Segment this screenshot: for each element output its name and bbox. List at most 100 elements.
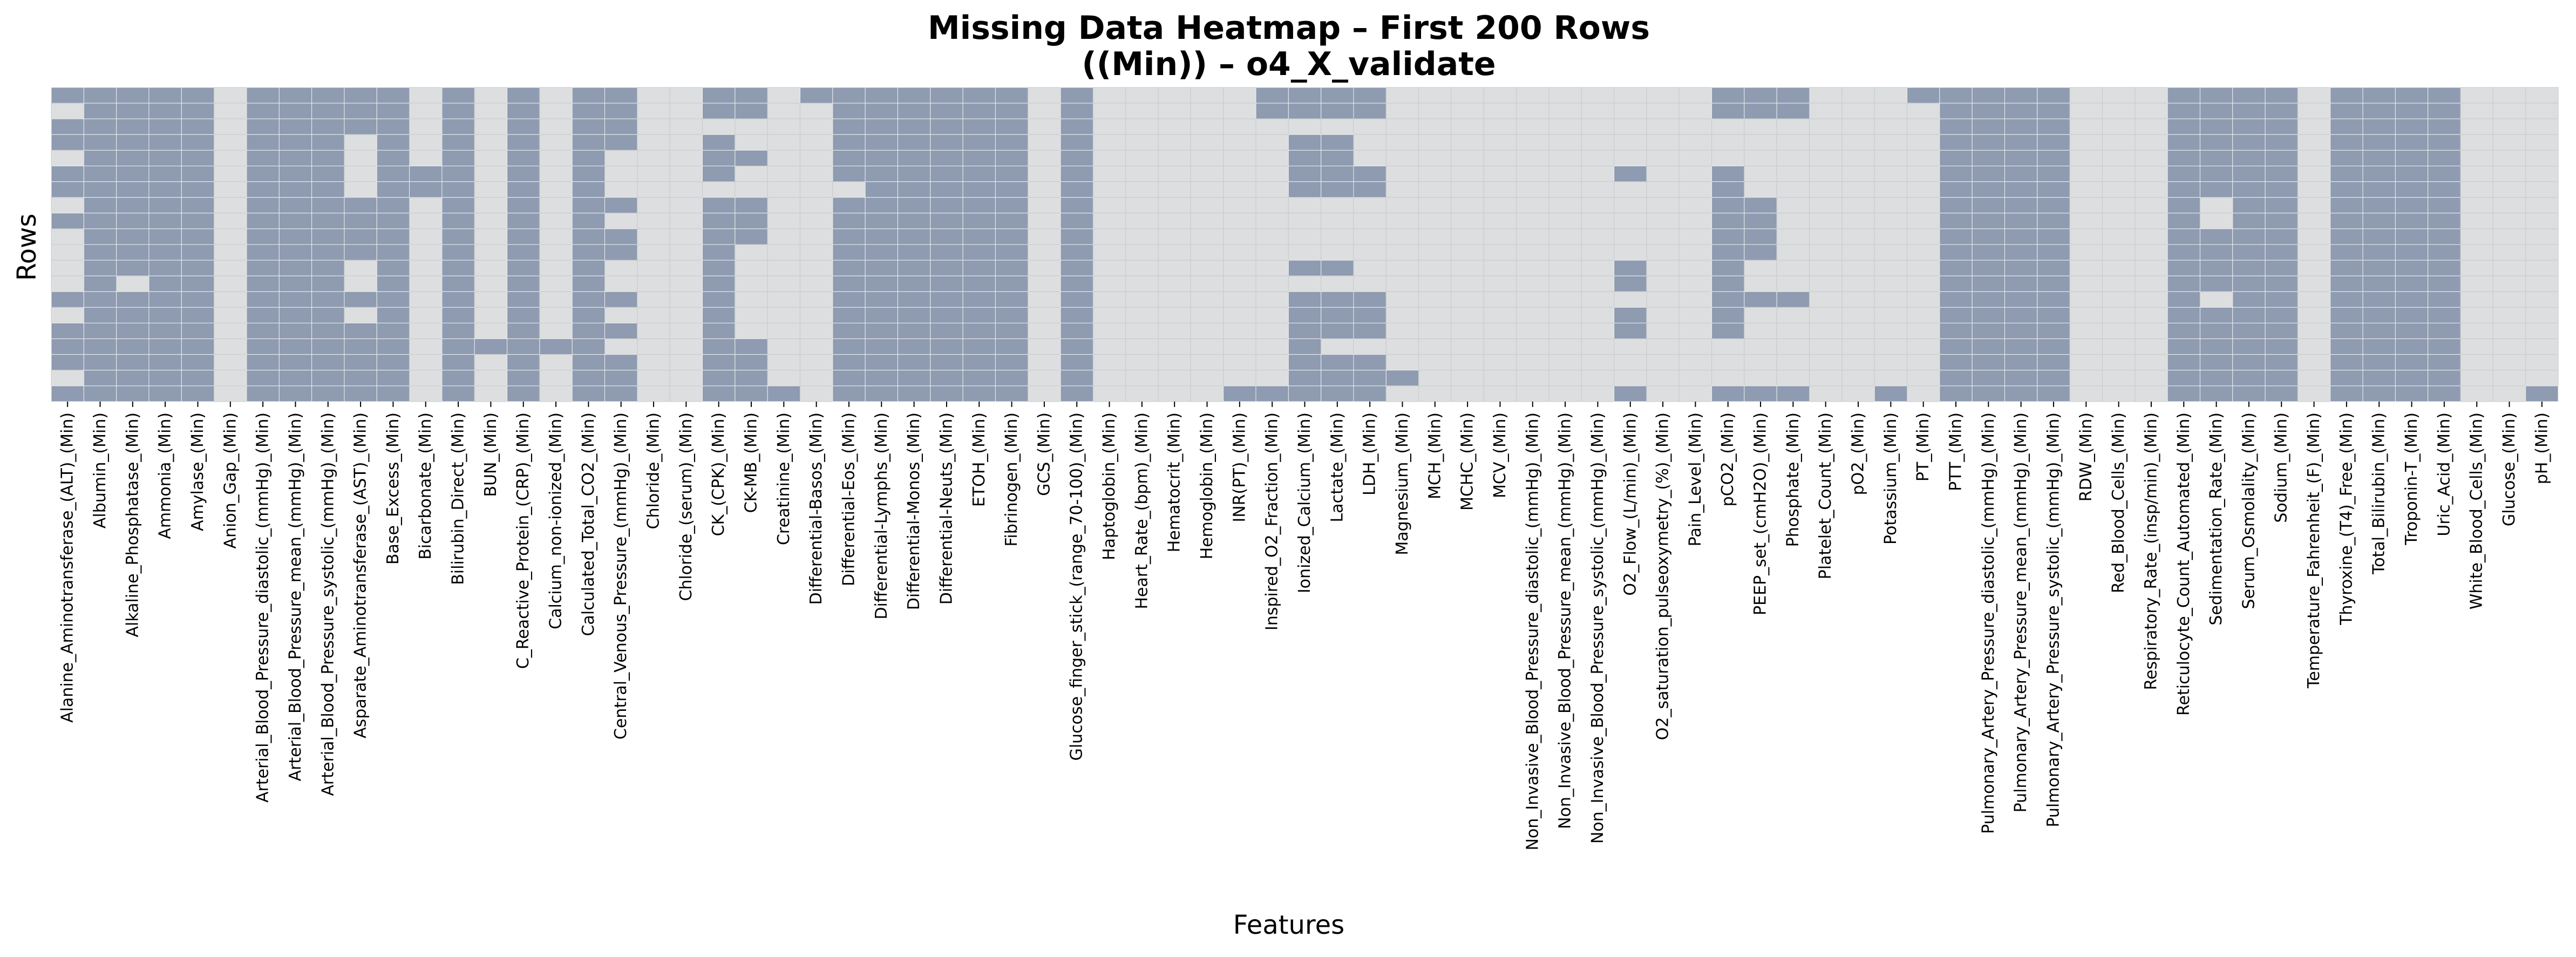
heatmap-cell-missing: [1255, 103, 1289, 119]
heatmap-cell-present: [735, 260, 768, 276]
heatmap-cell-present: [2492, 260, 2526, 276]
heatmap-cell-missing: [572, 181, 606, 198]
heatmap-cell-missing: [1711, 181, 1745, 198]
heatmap-cell-present: [735, 166, 768, 182]
heatmap-cell-present: [669, 370, 703, 386]
heatmap-cell-present: [1548, 370, 1582, 386]
heatmap-cell-present: [474, 181, 508, 198]
heatmap-cell-present: [2525, 166, 2559, 182]
heatmap-cell-missing: [1321, 150, 1354, 166]
heatmap-cell-present: [637, 181, 670, 198]
heatmap-cell-missing: [2232, 338, 2266, 355]
heatmap-cell-present: [1451, 228, 1484, 245]
heatmap-cell-present: [1223, 103, 1256, 119]
heatmap-cell-present: [1125, 323, 1159, 340]
heatmap-cell-present: [1809, 354, 1843, 371]
heatmap-cell-missing: [930, 87, 963, 104]
heatmap-cell-missing: [735, 87, 768, 104]
heatmap-cell-present: [1874, 103, 1907, 119]
heatmap-cell-missing: [2232, 228, 2266, 245]
heatmap-cell-missing: [311, 244, 345, 261]
heatmap-cell-missing: [832, 323, 866, 340]
heatmap-cell-missing: [2330, 275, 2363, 292]
heatmap-cell-missing: [1321, 134, 1354, 151]
heatmap-cell-missing: [2362, 213, 2396, 229]
heatmap-cell-present: [2135, 385, 2168, 402]
heatmap-cell-missing: [1060, 87, 1093, 104]
heatmap-cell-missing: [572, 150, 606, 166]
heatmap-cell-present: [1907, 323, 1940, 340]
heatmap-cell-present: [2069, 103, 2103, 119]
heatmap-cell-missing: [1060, 338, 1093, 355]
heatmap-cell-present: [767, 260, 800, 276]
heatmap-cell-missing: [311, 197, 345, 214]
heatmap-cell-missing: [181, 87, 215, 104]
heatmap-cell-missing: [2232, 181, 2266, 198]
heatmap-cell-present: [1190, 150, 1224, 166]
heatmap-cell-present: [1711, 338, 1745, 355]
heatmap-cell-present: [2102, 166, 2136, 182]
heatmap-cell-present: [1874, 370, 1907, 386]
heatmap-cell-missing: [832, 275, 866, 292]
heatmap-cell-present: [1907, 275, 1940, 292]
heatmap-cell-missing: [962, 370, 996, 386]
heatmap-cell-missing: [2199, 338, 2233, 355]
heatmap-cell-present: [669, 275, 703, 292]
heatmap-cell-missing: [930, 370, 963, 386]
heatmap-cell-missing: [1060, 134, 1093, 151]
heatmap-cell-missing: [441, 260, 475, 276]
heatmap-cell-missing: [246, 323, 280, 340]
heatmap-cell-present: [669, 181, 703, 198]
heatmap-cell-present: [2460, 275, 2493, 292]
heatmap-cell-present: [2492, 228, 2526, 245]
heatmap-cell-missing: [2199, 103, 2233, 119]
heatmap-cell-present: [1255, 323, 1289, 340]
heatmap-cell-present: [1548, 291, 1582, 308]
heatmap-cell-present: [1678, 228, 1712, 245]
heatmap-cell-present: [409, 385, 443, 402]
heatmap-cell-missing: [962, 244, 996, 261]
x-tick-label: Phosphate_(Min): [1784, 412, 1803, 547]
heatmap-cell-present: [1874, 275, 1907, 292]
heatmap-cell-present: [1907, 197, 1940, 214]
heatmap-cell-present: [1614, 181, 1647, 198]
heatmap-cell-missing: [1614, 307, 1647, 324]
heatmap-cell-missing: [1321, 260, 1354, 276]
heatmap-cell-present: [1646, 87, 1680, 104]
heatmap-cell-missing: [2428, 197, 2461, 214]
heatmap-cell-missing: [2395, 228, 2429, 245]
heatmap-cell-present: [344, 134, 377, 151]
heatmap-cell-present: [1678, 307, 1712, 324]
heatmap-cell-missing: [2330, 118, 2363, 135]
heatmap-cell-missing: [2265, 118, 2298, 135]
heatmap-cell-present: [2525, 338, 2559, 355]
heatmap-cell-present: [1092, 370, 1126, 386]
heatmap-cell-missing: [865, 291, 898, 308]
heatmap-cell-missing: [2004, 181, 2038, 198]
x-tick-label: Alanine_Aminotransferase_(ALT)_(Min): [58, 412, 77, 723]
heatmap-cell-missing: [2037, 197, 2070, 214]
heatmap-cell-present: [1353, 244, 1386, 261]
heatmap-cell-present: [1190, 354, 1224, 371]
heatmap-cell-missing: [702, 323, 736, 340]
heatmap-cell-missing: [181, 166, 215, 182]
heatmap-cell-missing: [572, 385, 606, 402]
heatmap-cell-present: [1678, 291, 1712, 308]
heatmap-cell-present: [1678, 370, 1712, 386]
heatmap-cell-present: [51, 275, 84, 292]
heatmap-cell-present: [1744, 150, 1777, 166]
heatmap-cell-present: [1874, 228, 1907, 245]
heatmap-cell-missing: [507, 307, 540, 324]
heatmap-cell-missing: [2525, 385, 2559, 402]
heatmap-cell-missing: [344, 244, 377, 261]
heatmap-cell-present: [1841, 118, 1875, 135]
heatmap-cell-missing: [116, 197, 149, 214]
heatmap-cell-missing: [572, 307, 606, 324]
heatmap-cell-present: [1125, 118, 1159, 135]
heatmap-cell-present: [1646, 338, 1680, 355]
heatmap-cell-present: [1353, 213, 1386, 229]
heatmap-cell-present: [1483, 307, 1517, 324]
heatmap-cell-present: [1841, 275, 1875, 292]
heatmap-cell-missing: [2037, 260, 2070, 276]
heatmap-cell-missing: [2004, 385, 2038, 402]
